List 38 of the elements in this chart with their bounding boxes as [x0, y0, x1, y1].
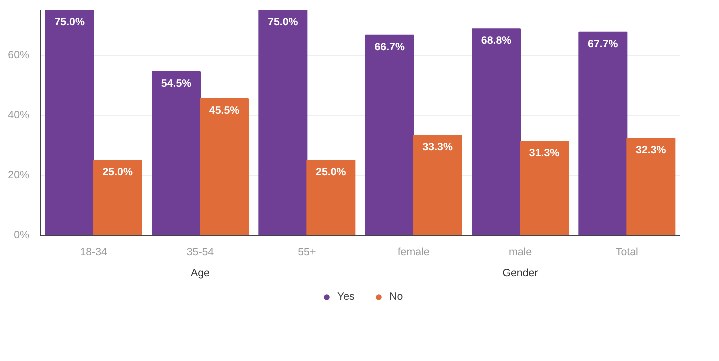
bar: [626, 138, 676, 236]
x-tick-label: Total: [616, 246, 638, 258]
bar: [152, 72, 201, 236]
bar: [413, 135, 462, 236]
text: 32.3%: [636, 144, 666, 157]
text: Gender: [502, 268, 539, 280]
text: 67.7%: [588, 38, 618, 50]
text: 25.0%: [102, 166, 133, 178]
x-tick-label: female: [398, 246, 430, 258]
text: 31.3%: [529, 148, 560, 160]
bar: [578, 32, 628, 236]
y-tick-label: 40%: [8, 110, 30, 122]
x-tick-label: 18-34: [80, 246, 108, 258]
text: 54.5%: [161, 78, 192, 90]
bar: [200, 98, 249, 236]
x-tick-label: male: [508, 246, 532, 258]
y-tick-label: 20%: [8, 170, 30, 182]
bar: [258, 10, 308, 236]
text: Age: [191, 268, 210, 280]
bar: [472, 28, 521, 236]
y-tick-label: 60%: [8, 50, 30, 62]
text: 45.5%: [209, 105, 240, 117]
bar: [520, 141, 569, 236]
text: 75.0%: [268, 16, 298, 28]
x-tick-label: 55+: [298, 246, 316, 258]
text: 66.7%: [374, 41, 405, 54]
bar: [365, 34, 414, 236]
bar: [306, 160, 356, 236]
legend-label: No: [390, 291, 404, 303]
legend-label: Yes: [338, 291, 356, 303]
text: 25.0%: [316, 166, 346, 178]
x-tick-label: 35-54: [186, 246, 214, 258]
y-tick-label: 0%: [14, 230, 30, 242]
bar: [45, 10, 94, 236]
text: 75.0%: [54, 16, 85, 28]
text: 33.3%: [422, 142, 453, 154]
text: 68.8%: [481, 35, 512, 48]
bar: [93, 160, 142, 236]
